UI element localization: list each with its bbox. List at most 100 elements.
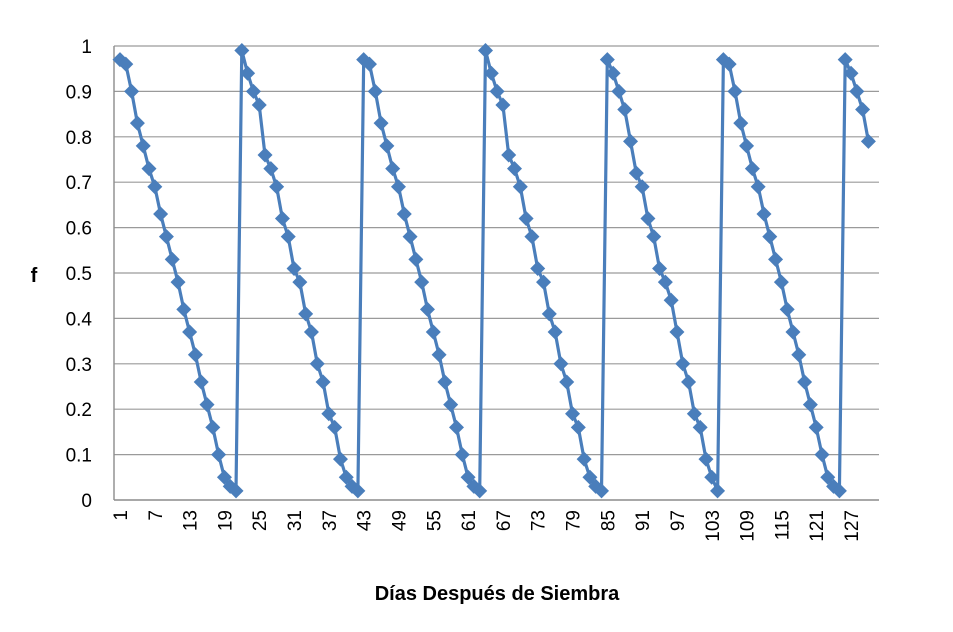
data-point-marker [692,419,708,435]
data-point-marker [240,65,256,81]
x-tick-label: 37 [320,510,341,531]
data-point-marker [565,406,581,422]
y-tick-label: 0.2 [66,400,92,421]
x-tick-label: 43 [355,510,376,531]
x-tick-label: 13 [181,510,202,531]
data-point-marker [570,419,586,435]
data-point-marker [443,397,459,413]
data-point-marker [715,52,731,68]
data-point-marker [669,324,685,340]
data-point-marker [164,251,180,267]
data-point-marker [390,179,406,195]
data-point-marker [431,347,447,363]
y-tick-label: 0.6 [66,219,92,240]
data-point-marker [350,483,366,499]
data-point-marker [756,206,772,222]
data-point-marker [524,229,540,245]
data-point-marker [762,229,778,245]
data-point-marker [251,97,267,113]
data-point-marker [536,274,552,290]
data-point-marker [698,451,714,467]
data-point-marker [332,451,348,467]
data-point-marker [576,451,592,467]
data-point-marker [739,138,755,154]
data-point-marker [675,356,691,372]
data-point-marker [704,469,720,485]
x-tick-label: 103 [703,510,724,542]
data-point-marker [837,52,853,68]
data-point-marker [211,447,227,463]
data-point-marker [228,483,244,499]
data-point-marker [640,211,656,227]
data-point-marker [744,161,760,177]
data-point-marker [245,83,261,99]
data-point-marker [605,65,621,81]
x-tick-label: 109 [738,510,759,542]
data-point-marker [269,179,285,195]
x-tick-label: 31 [285,510,306,531]
data-point-marker [483,65,499,81]
data-point-marker [315,374,331,390]
data-point-marker [129,115,145,131]
data-point-marker [356,52,372,68]
data-point-marker [234,43,250,59]
data-point-marker [379,138,395,154]
y-axis-label: f [31,265,38,287]
data-point-marker [814,447,830,463]
data-point-marker [327,419,343,435]
data-point-marker [553,356,569,372]
data-point-marker [750,179,766,195]
data-point-marker [617,102,633,118]
data-point-marker [176,301,192,317]
data-point-marker [628,165,644,181]
x-tick-label: 61 [459,510,480,531]
x-tick-label: 97 [668,510,689,531]
data-point-marker [518,211,534,227]
data-point-marker [599,52,615,68]
data-point-marker [135,138,151,154]
data-point-marker [663,292,679,308]
data-point-marker [860,133,876,149]
x-tick-label: 19 [215,510,236,531]
data-point-marker [657,274,673,290]
data-point-marker [611,83,627,99]
data-point-marker [408,251,424,267]
data-point-marker [779,301,795,317]
data-point-marker [205,419,221,435]
x-tick-label: 85 [598,510,619,531]
x-tick-label: 1 [111,510,132,521]
data-point-marker [419,301,435,317]
data-point-marker [153,206,169,222]
data-point-marker [501,147,517,163]
data-point-marker [507,161,523,177]
y-tick-label: 0.9 [66,82,92,103]
gridlines [113,45,879,501]
data-point-marker [309,356,325,372]
x-tick-label: 121 [807,510,828,542]
y-tick-label: 0.7 [66,173,92,194]
data-point-marker [773,274,789,290]
y-axis-tick-labels: 0 0.1 0.2 0.3 0.4 0.5 0.6 0.7 0.8 0.9 1 [66,37,93,512]
x-tick-label: 91 [633,510,654,531]
data-point-marker [361,56,377,72]
x-tick-label: 25 [250,510,271,531]
x-axis-tick-labels: 1 7 13 19 25 31 37 43 49 55 61 67 73 79 85 91 97 103 109 11… [111,510,863,542]
data-point-marker [321,406,337,422]
data-point-marker [263,161,279,177]
data-point-marker [182,324,198,340]
data-point-marker [274,211,290,227]
data-point-marker [448,419,464,435]
data-point-marker [634,179,650,195]
x-tick-label: 55 [424,510,445,531]
y-tick-label: 0.3 [66,355,92,376]
y-tick-label: 1 [81,37,92,58]
data-point-marker [147,179,163,195]
data-point-marker [652,260,668,276]
data-point-marker [292,274,308,290]
data-point-marker [402,229,418,245]
series-group [112,43,876,499]
data-point-marker [193,374,209,390]
x-tick-label: 7 [146,510,167,521]
x-tick-label: 73 [529,510,550,531]
